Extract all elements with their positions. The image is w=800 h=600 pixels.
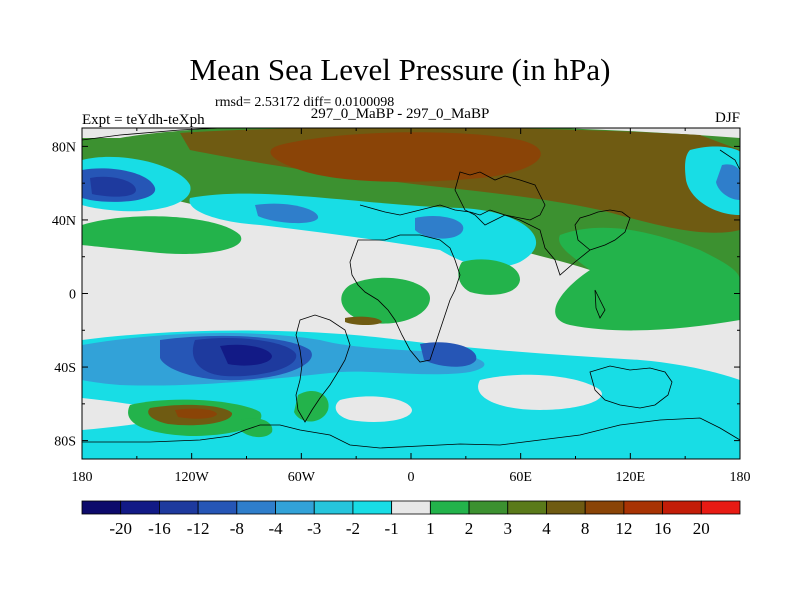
region-east-green — [555, 227, 740, 331]
colorbar-label: 4 — [542, 519, 551, 538]
x-tick-label: 180 — [730, 470, 751, 485]
colorbar-label: 16 — [654, 519, 671, 538]
colorbar-label: 8 — [581, 519, 590, 538]
coast-australia — [589, 365, 673, 409]
region-southern-core-dark — [220, 344, 272, 366]
region-southern-neutral-west — [335, 396, 412, 422]
coast-antarctica — [82, 417, 740, 449]
coast-greenland — [454, 171, 546, 226]
colorbar-swatch — [197, 500, 238, 515]
colorbar-label: -16 — [148, 519, 171, 538]
colorbar-label: 20 — [693, 519, 710, 538]
colorbar-swatch — [507, 500, 547, 515]
x-tick-label: 60E — [509, 470, 532, 485]
colorbar-swatch — [275, 500, 315, 515]
coastlines — [82, 128, 740, 449]
colorbar-label: -4 — [268, 519, 283, 538]
colorbar-swatch — [584, 500, 625, 515]
y-tick-label: 80N — [52, 140, 76, 155]
region-south-pacific-high — [175, 408, 217, 419]
pressure-field — [82, 128, 740, 459]
region-arctic-high — [270, 132, 541, 182]
colorbar-swatch — [159, 500, 199, 515]
colorbar-label: -8 — [230, 519, 244, 538]
coast-japan — [594, 289, 606, 319]
experiment-label: Expt = teYdh-teXph — [82, 112, 205, 128]
x-tick-label: 60W — [288, 470, 316, 485]
x-tick-label: 0 — [408, 470, 415, 485]
x-tick-label: 120W — [175, 470, 210, 485]
coast-africa — [349, 234, 461, 363]
stats-label: rmsd= 2.53172 diff= 0.0100098 — [215, 95, 395, 110]
season-label: DJF — [714, 110, 740, 126]
y-tick-label: 40N — [52, 214, 76, 229]
colorbar-swatch — [623, 500, 663, 515]
region-antarctic-green — [240, 418, 273, 438]
colorbar-label: 12 — [615, 519, 632, 538]
comparison-label: 297_0_MaBP - 297_0_MaBP — [310, 106, 490, 122]
x-tick-label: 120E — [616, 470, 646, 485]
colorbar-swatch — [546, 500, 586, 515]
colorbar-label: -1 — [385, 519, 399, 538]
colorbar-swatch — [429, 500, 470, 515]
coast-north-america — [82, 128, 740, 171]
colorbar-label: 2 — [465, 519, 474, 538]
colorbar-label: 1 — [426, 519, 435, 538]
colorbar-swatch — [662, 500, 702, 515]
coast-south-america — [295, 314, 351, 423]
region-nw-low-core — [90, 176, 136, 197]
coast-eurasia — [359, 204, 631, 276]
region-far-east-cyan — [685, 146, 740, 215]
region-west-green — [82, 216, 242, 255]
colorbar-swatch — [391, 500, 431, 515]
y-tick-label: 40S — [54, 361, 76, 376]
region-india-green — [458, 259, 520, 295]
region-asia-low — [415, 215, 464, 239]
y-tick-label: 0 — [69, 288, 76, 303]
colorbar-label: -20 — [109, 519, 132, 538]
colorbar-label: -3 — [307, 519, 321, 538]
colorbar-label: -2 — [346, 519, 360, 538]
colorbar-swatch — [236, 500, 276, 515]
region-europe-low — [255, 203, 319, 224]
colorbar-label: -12 — [187, 519, 210, 538]
colorbar-swatch — [120, 500, 160, 515]
colorbar-swatch — [352, 500, 393, 515]
colorbar-swatch — [313, 500, 354, 515]
region-far-east-low — [716, 164, 740, 200]
colorbar-label: 3 — [504, 519, 513, 538]
x-tick-label: 180 — [72, 470, 93, 485]
colorbar-swatch — [700, 500, 741, 515]
region-africa-olive — [345, 316, 382, 325]
colorbar-swatch — [81, 500, 122, 515]
region-southern-neutral-east — [478, 374, 602, 410]
y-tick-label: 80S — [54, 435, 76, 450]
region-africa-green — [341, 277, 430, 324]
colorbar-swatch — [468, 500, 509, 515]
chart-title: Mean Sea Level Pressure (in hPa) — [189, 52, 611, 87]
